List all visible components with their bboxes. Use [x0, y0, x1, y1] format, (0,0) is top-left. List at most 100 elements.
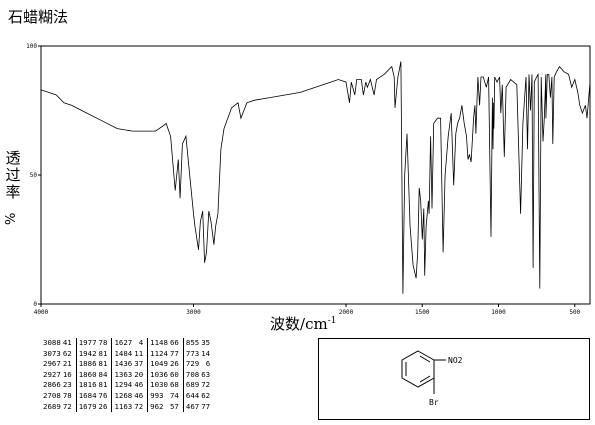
- peak-wavenumber: 1436: [114, 359, 133, 369]
- peak-transmittance: 11: [132, 348, 149, 360]
- x-axis-unit: cm: [305, 315, 328, 333]
- peak-transmittance: 77: [167, 348, 184, 360]
- x-axis-label-text: 波数: [270, 315, 301, 333]
- peak-row: 3088 41 1977 78 1627 4 1148 66 855 35: [41, 338, 213, 349]
- peak-wavenumber: 1484: [114, 348, 133, 358]
- peak-wavenumber: 708: [185, 369, 200, 379]
- peak-transmittance: 57: [167, 401, 184, 413]
- peak-transmittance: 41: [60, 338, 77, 349]
- peak-transmittance: 62: [60, 348, 77, 360]
- peak-transmittance: 16: [60, 369, 77, 381]
- bromo-group-label: Br: [429, 398, 439, 407]
- peak-wavenumber: 855: [185, 338, 200, 347]
- y-tick-label: 0: [33, 301, 37, 308]
- peak-transmittance: 20: [132, 369, 149, 381]
- benzene-ring-icon: [401, 350, 446, 394]
- peak-row: 2927 16 1860 84 1363 20 1036 60 708 63: [41, 369, 213, 381]
- peak-wavenumber: 2927: [43, 369, 61, 379]
- peak-transmittance: 74: [167, 390, 184, 402]
- peak-wavenumber: 2689: [43, 401, 61, 411]
- peak-row: 3073 62 1942 81 1484 11 1124 77 773 14: [41, 348, 213, 360]
- peak-row: 2866 23 1816 81 1294 46 1030 68 689 72: [41, 380, 213, 391]
- x-axis-unit-exponent: -1: [327, 316, 337, 326]
- peak-wavenumber: 1977: [78, 338, 97, 347]
- peak-wavenumber: 1627: [114, 338, 133, 347]
- peak-wavenumber: 773: [185, 348, 200, 358]
- peak-transmittance: 77: [201, 401, 211, 411]
- peak-transmittance: 46: [132, 390, 149, 402]
- peak-row: 2689 72 1679 26 1163 72 962 57 467 77: [41, 401, 213, 413]
- peak-wavenumber: 2866: [43, 380, 61, 390]
- peak-row: 2708 78 1684 76 1268 46 993 74 644 62: [41, 390, 213, 402]
- peak-wavenumber: 1679: [78, 401, 97, 411]
- peak-transmittance: 26: [96, 401, 113, 413]
- x-tick-label: 4000: [34, 309, 49, 316]
- peak-transmittance: 78: [60, 390, 77, 402]
- peak-transmittance: 46: [132, 380, 149, 391]
- peak-transmittance: 37: [132, 359, 149, 370]
- peak-wavenumber: 1163: [114, 401, 133, 411]
- x-tick-label: 1500: [415, 309, 430, 316]
- peak-transmittance: 76: [96, 390, 113, 402]
- peak-transmittance: 21: [60, 359, 77, 370]
- transmittance-line: [40, 61, 591, 294]
- y-tick-label: 100: [26, 43, 37, 50]
- peak-transmittance: 68: [167, 380, 184, 391]
- peak-transmittance: 72: [201, 380, 211, 390]
- peak-wavenumber: 2967: [43, 359, 61, 369]
- peak-transmittance: 81: [96, 380, 113, 391]
- peak-wavenumber: 1036: [150, 369, 168, 379]
- x-axis-ticks: 4000 3000 2000 1500 1000 500: [34, 304, 581, 316]
- peak-wavenumber: 1049: [150, 359, 168, 369]
- peak-transmittance: 81: [96, 348, 113, 360]
- peak-transmittance: 62: [201, 390, 211, 400]
- peak-wavenumber: 729: [185, 359, 200, 369]
- structure-panel: NO2 Br: [318, 338, 590, 420]
- peak-wavenumber: 993: [150, 390, 164, 400]
- peak-transmittance: 72: [132, 401, 149, 413]
- peak-transmittance: 81: [96, 359, 113, 370]
- x-tick-label: 3000: [186, 309, 201, 316]
- peak-transmittance: 84: [96, 369, 113, 381]
- y-axis-label: 透过率: [5, 149, 21, 201]
- peak-wavenumber: 1363: [114, 369, 133, 379]
- peak-wavenumber: 1684: [78, 390, 97, 400]
- peak-wavenumber: 1030: [150, 380, 168, 390]
- nitro-group-label: NO2: [448, 356, 463, 365]
- x-tick-label: 2000: [339, 309, 354, 316]
- peak-transmittance: 60: [167, 369, 184, 381]
- x-tick-label: 500: [569, 309, 580, 316]
- peak-transmittance: 14: [201, 348, 211, 358]
- peak-wavenumber: 1124: [150, 348, 168, 358]
- peak-row: 2967 21 1886 81 1436 37 1049 26 729 6: [41, 359, 213, 370]
- peak-transmittance: 35: [201, 338, 211, 347]
- x-axis-label: 波数/cm-1: [270, 315, 337, 333]
- peak-transmittance: 63: [201, 369, 211, 379]
- peak-wavenumber: 962: [150, 401, 164, 411]
- peak-wavenumber: 3088: [43, 338, 61, 347]
- peak-transmittance: 78: [96, 338, 113, 349]
- y-axis-ticks: 0 50 100: [26, 43, 41, 308]
- y-tick-label: 50: [30, 172, 38, 179]
- peak-transmittance: 72: [60, 401, 77, 413]
- peak-wavenumber: 644: [185, 390, 200, 400]
- peak-transmittance: 26: [167, 359, 184, 370]
- peak-wavenumber: 1886: [78, 359, 97, 369]
- structure-border: [318, 338, 590, 420]
- sampling-method-title: 石蜡糊法: [8, 8, 69, 26]
- peak-wavenumber: 689: [185, 380, 200, 390]
- peak-wavenumber: 1294: [114, 380, 133, 390]
- peak-wavenumber: 1148: [150, 338, 168, 347]
- peak-transmittance: 4: [132, 338, 149, 349]
- y-axis-unit: %: [4, 212, 19, 225]
- peak-wavenumber: 1268: [114, 390, 133, 400]
- peak-transmittance: 23: [60, 380, 77, 391]
- peak-transmittance: 6: [205, 359, 211, 369]
- x-tick-label: 1000: [491, 309, 506, 316]
- peak-wavenumber: 467: [185, 401, 200, 411]
- peak-wavenumber: 1816: [78, 380, 97, 390]
- peak-wavenumber: 2708: [43, 390, 61, 400]
- peak-wavenumber: 1942: [78, 348, 97, 358]
- peak-transmittance: 66: [167, 338, 184, 349]
